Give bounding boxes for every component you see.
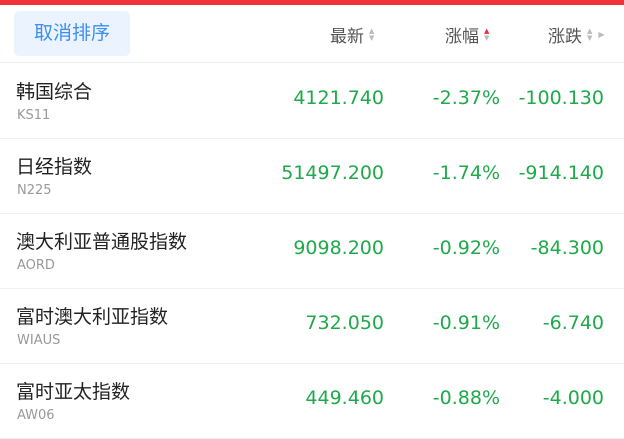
percent-change: -0.91% — [432, 312, 500, 334]
table-row[interactable]: 日经指数 N225 51497.200 -1.74% -914.140 — [0, 138, 624, 214]
latest-price: 9098.200 — [293, 237, 384, 259]
latest-price: 732.050 — [305, 312, 384, 334]
column-label: 最新 — [330, 27, 364, 47]
percent-change: -1.74% — [432, 162, 500, 184]
latest-price: 449.460 — [305, 387, 384, 409]
price-change: -84.300 — [530, 237, 604, 259]
sort-ascending-icon: ▲ ▼ — [484, 26, 490, 42]
column-label: 涨跌 — [548, 27, 582, 47]
index-name: 澳大利亚普通股指数 — [16, 231, 188, 253]
index-code: N225 — [17, 183, 52, 198]
table-row[interactable]: 富时澳大利亚指数 WIAUS 732.050 -0.91% -6.740 — [0, 288, 624, 364]
column-percent[interactable]: 涨幅 ▲ ▼ — [445, 22, 489, 47]
latest-price: 4121.740 — [293, 87, 384, 109]
price-change: -914.140 — [518, 162, 604, 184]
percent-change: -0.92% — [432, 237, 500, 259]
index-name: 富时亚太指数 — [16, 381, 131, 403]
index-code: AW06 — [17, 408, 55, 423]
price-change: -100.130 — [518, 87, 604, 109]
percent-change: -0.88% — [432, 387, 500, 409]
index-name: 韩国综合 — [16, 81, 93, 103]
table-row[interactable]: 澳大利亚普通股指数 AORD 9098.200 -0.92% -84.300 — [0, 213, 624, 289]
latest-price: 51497.200 — [281, 162, 384, 184]
index-code: KS11 — [17, 108, 51, 123]
index-code: WIAUS — [17, 333, 61, 348]
price-change: -4.000 — [542, 387, 604, 409]
percent-change: -2.37% — [432, 87, 500, 109]
table-header: 取消排序 最新 ▲ ▼ 涨幅 ▲ ▼ 涨跌 ▲ ▼ ▶ — [0, 5, 624, 63]
column-latest[interactable]: 最新 ▲ ▼ — [330, 22, 374, 47]
sort-icon: ▲ ▼ — [587, 26, 593, 42]
cancel-sort-button[interactable]: 取消排序 — [14, 11, 130, 56]
price-change: -6.740 — [542, 312, 604, 334]
table-row[interactable]: 富时亚太指数 AW06 449.460 -0.88% -4.000 — [0, 363, 624, 439]
chevron-right-icon[interactable]: ▶ — [598, 30, 605, 39]
index-name: 日经指数 — [16, 156, 93, 178]
index-code: AORD — [17, 258, 55, 273]
top-bar — [0, 0, 624, 5]
column-label: 涨幅 — [445, 27, 479, 47]
sort-icon: ▲ ▼ — [369, 26, 375, 42]
index-name: 富时澳大利亚指数 — [16, 306, 169, 328]
column-change[interactable]: 涨跌 ▲ ▼ ▶ — [548, 22, 605, 47]
table-row[interactable]: 韩国综合 KS11 4121.740 -2.37% -100.130 — [0, 63, 624, 139]
